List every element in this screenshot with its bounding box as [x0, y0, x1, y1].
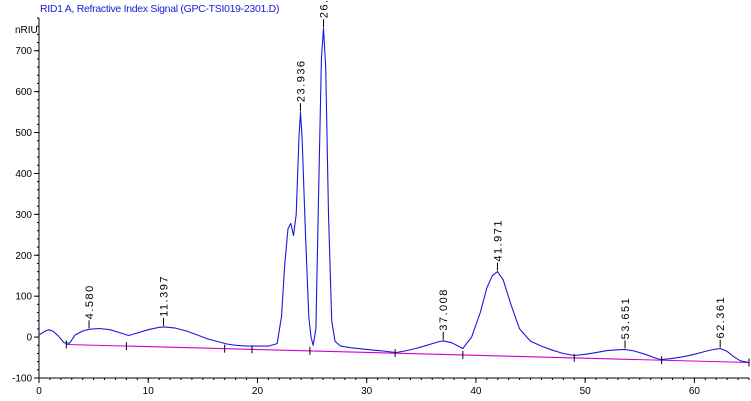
- y-tick-label: 200: [15, 251, 32, 262]
- y-tick-label: -100: [12, 374, 32, 385]
- peak-retention-label: 37.008: [438, 288, 450, 331]
- baseline-line: [66, 343, 750, 364]
- peak-retention-label: 41.971: [492, 219, 504, 262]
- peak-retention-label: 26.049: [319, 0, 331, 18]
- peak-retention-label: 11.397: [158, 275, 170, 317]
- y-tick-label: 0: [26, 333, 32, 344]
- y-tick-label: 100: [15, 292, 32, 303]
- y-tick-label: 500: [15, 128, 32, 139]
- signal-line: [38, 27, 750, 364]
- x-tick-label: 10: [143, 386, 155, 397]
- x-tick-label: 40: [470, 386, 482, 397]
- chart-title: RID1 A, Refractive Index Signal (GPC-TSI…: [40, 3, 280, 15]
- axes: nRIU -100 0 100 200 300 400 500 600 700 0 10 20 30 40 5…: [12, 17, 750, 397]
- baseline-layer: [66, 343, 750, 364]
- y-tick-label: 400: [15, 169, 32, 180]
- peak-retention-label: 4.580: [84, 284, 96, 319]
- x-tick-label: 30: [361, 386, 373, 397]
- y-axis-label: nRIU: [15, 25, 38, 36]
- x-tick-label: 60: [689, 386, 701, 397]
- peak-retention-label: 23.936: [295, 59, 307, 102]
- x-tick-label: 50: [580, 386, 592, 397]
- y-tick-label: 600: [15, 87, 32, 98]
- peak-retention-label: 62.361: [715, 296, 727, 339]
- x-tick-label: 20: [252, 386, 264, 397]
- y-tick-label: 300: [15, 210, 32, 221]
- signal-layer: [38, 27, 750, 364]
- integration-marks: [65, 340, 750, 367]
- x-tick-label: 0: [36, 386, 42, 397]
- peak-labels: 4.580 11.397 23.936 26.049 37.008 41.971 53.65…: [84, 0, 727, 349]
- peak-retention-label: 53.651: [620, 297, 632, 340]
- y-tick-label: 700: [15, 46, 32, 57]
